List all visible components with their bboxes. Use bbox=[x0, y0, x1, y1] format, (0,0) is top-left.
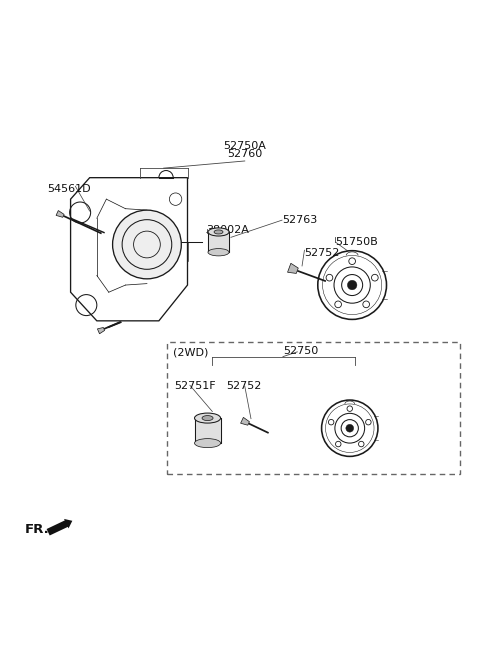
Text: 52763: 52763 bbox=[282, 215, 317, 225]
Ellipse shape bbox=[214, 230, 223, 234]
Text: 38002A: 38002A bbox=[206, 225, 250, 235]
Text: 52751F: 52751F bbox=[175, 381, 216, 391]
Text: 52752: 52752 bbox=[304, 247, 340, 258]
Ellipse shape bbox=[202, 415, 213, 420]
Bar bbox=[194, 418, 221, 443]
Text: (2WD): (2WD) bbox=[173, 348, 209, 358]
Circle shape bbox=[113, 210, 181, 279]
Ellipse shape bbox=[208, 228, 229, 236]
Text: 52760: 52760 bbox=[227, 149, 263, 159]
Text: 51750B: 51750B bbox=[336, 237, 378, 247]
Ellipse shape bbox=[208, 249, 229, 256]
Bar bbox=[208, 232, 229, 253]
Polygon shape bbox=[288, 263, 298, 274]
Text: 52750: 52750 bbox=[283, 346, 318, 356]
Text: 52752: 52752 bbox=[227, 381, 262, 391]
Text: 54561D: 54561D bbox=[47, 184, 90, 194]
Circle shape bbox=[348, 280, 357, 290]
Polygon shape bbox=[240, 417, 250, 425]
Ellipse shape bbox=[194, 413, 221, 423]
Polygon shape bbox=[56, 211, 64, 217]
Text: FR.: FR. bbox=[24, 523, 49, 537]
Polygon shape bbox=[97, 327, 105, 334]
Text: 52750A: 52750A bbox=[223, 142, 266, 152]
Circle shape bbox=[346, 424, 354, 432]
Ellipse shape bbox=[194, 439, 221, 447]
FancyArrow shape bbox=[47, 519, 72, 535]
